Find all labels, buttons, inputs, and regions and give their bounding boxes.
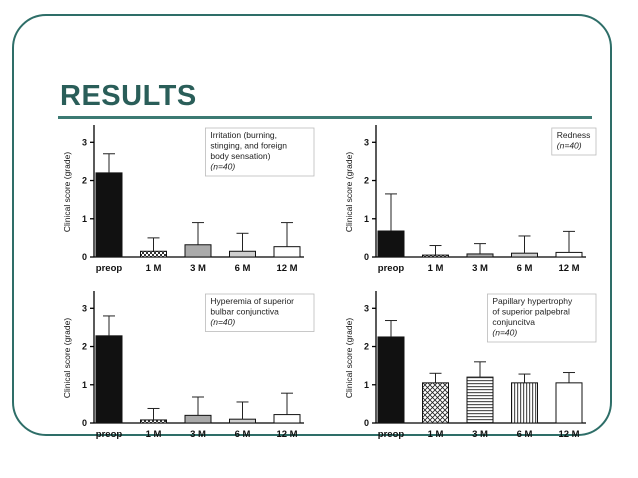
x-tick-label: 12 M (276, 429, 297, 440)
legend-n-label: (n=40) (210, 317, 235, 327)
legend-text: body sensation) (210, 151, 270, 161)
y-axis-label: Clinical score (grade) (344, 318, 354, 398)
bar-1m (422, 382, 449, 424)
y-tick-label: 0 (364, 418, 369, 428)
x-tick-label: 6 M (517, 263, 533, 274)
x-tick-label: 12 M (558, 263, 579, 274)
bar-preop (95, 172, 123, 258)
legend-box (204, 127, 315, 177)
bar-6m (511, 382, 538, 424)
legend-text: Irritation (burning, (210, 130, 277, 140)
legend-text: conjuncitva (492, 317, 535, 327)
bar-3m (184, 244, 212, 258)
y-tick-label: 2 (364, 342, 369, 352)
bar-12m (555, 382, 583, 424)
y-tick-label: 1 (82, 380, 87, 390)
legend-box (551, 127, 597, 156)
x-tick-label: 1 M (146, 429, 162, 440)
figure-area: 0 1 2 3 Clinical score (grade) preop 1 M 3 M 6 M… (58, 124, 597, 444)
x-tick-label: 12 M (276, 263, 297, 274)
chart-hyperemia: 0 1 2 3 Clinical score (grade) preop 1 M 3 M 6 M… (62, 291, 315, 440)
legend-n-label: (n=40) (492, 328, 517, 338)
bar-6m (229, 250, 256, 258)
chart-irritation: 0 1 2 3 Clinical score (grade) preop 1 M 3 M 6 M… (62, 125, 315, 274)
y-tick-label: 1 (364, 380, 369, 390)
bar-6m (511, 252, 538, 258)
bar-1m (140, 250, 167, 258)
legend-text: stinging, and foreign (210, 141, 287, 151)
bar-1m (140, 419, 167, 424)
y-tick-label: 2 (82, 342, 87, 352)
x-tick-label: 6 M (235, 429, 251, 440)
bar-3m (466, 253, 494, 258)
y-tick-label: 1 (364, 214, 369, 224)
bar-preop (377, 230, 405, 258)
x-tick-label: preop (378, 263, 405, 274)
x-tick-label: 12 M (558, 429, 579, 440)
bar-3m (466, 376, 494, 424)
y-tick-label: 3 (82, 303, 87, 313)
slide-frame (12, 14, 612, 436)
y-tick-label: 0 (82, 418, 87, 428)
x-tick-label: 3 M (472, 429, 488, 440)
y-tick-label: 0 (82, 252, 87, 262)
legend-n-label: (n=40) (210, 162, 235, 172)
legend-box (204, 293, 315, 332)
legend-text: bulbar conjunctiva (210, 307, 279, 317)
x-tick-label: 1 M (428, 429, 444, 440)
bar-preop (377, 336, 405, 424)
x-tick-label: 3 M (472, 263, 488, 274)
y-axis-label: Clinical score (grade) (62, 152, 72, 232)
y-tick-label: 0 (364, 252, 369, 262)
chart-redness: 0 1 2 3 Clinical score (grade) preop 1 M 3 M 6 M… (344, 125, 597, 274)
legend-box (486, 293, 597, 343)
title-rule (58, 116, 592, 119)
legend-text: Papillary hypertrophy (492, 296, 573, 306)
y-tick-label: 2 (82, 176, 87, 186)
bar-6m (229, 418, 256, 424)
bar-12m (273, 414, 301, 424)
chart-papillary: 0 1 2 3 Clinical score (grade) preop 1 M 3 M 6 M… (344, 291, 597, 440)
x-tick-label: 1 M (146, 263, 162, 274)
legend-text: Redness (557, 130, 591, 140)
x-tick-label: preop (96, 429, 123, 440)
x-tick-label: preop (96, 263, 123, 274)
x-tick-label: 1 M (428, 263, 444, 274)
bar-3m (184, 414, 212, 424)
x-tick-label: 3 M (190, 263, 206, 274)
legend-text: of superior palpebral (492, 307, 570, 317)
bar-12m (273, 246, 301, 258)
bar-1m (422, 254, 449, 258)
x-tick-label: 6 M (235, 263, 251, 274)
slide-title: RESULTS (60, 80, 197, 112)
x-tick-label: preop (378, 429, 405, 440)
legend-text: Hyperemia of superior (210, 296, 294, 306)
bar-preop (95, 335, 123, 424)
y-axis-label: Clinical score (grade) (344, 152, 354, 232)
y-tick-label: 2 (364, 176, 369, 186)
y-tick-label: 3 (364, 137, 369, 147)
y-tick-label: 1 (82, 214, 87, 224)
bar-12m (555, 251, 583, 258)
y-tick-label: 3 (364, 303, 369, 313)
x-tick-label: 3 M (190, 429, 206, 440)
y-axis-label: Clinical score (grade) (62, 318, 72, 398)
y-tick-label: 3 (82, 137, 87, 147)
legend-n-label: (n=40) (557, 141, 582, 151)
x-tick-label: 6 M (517, 429, 533, 440)
